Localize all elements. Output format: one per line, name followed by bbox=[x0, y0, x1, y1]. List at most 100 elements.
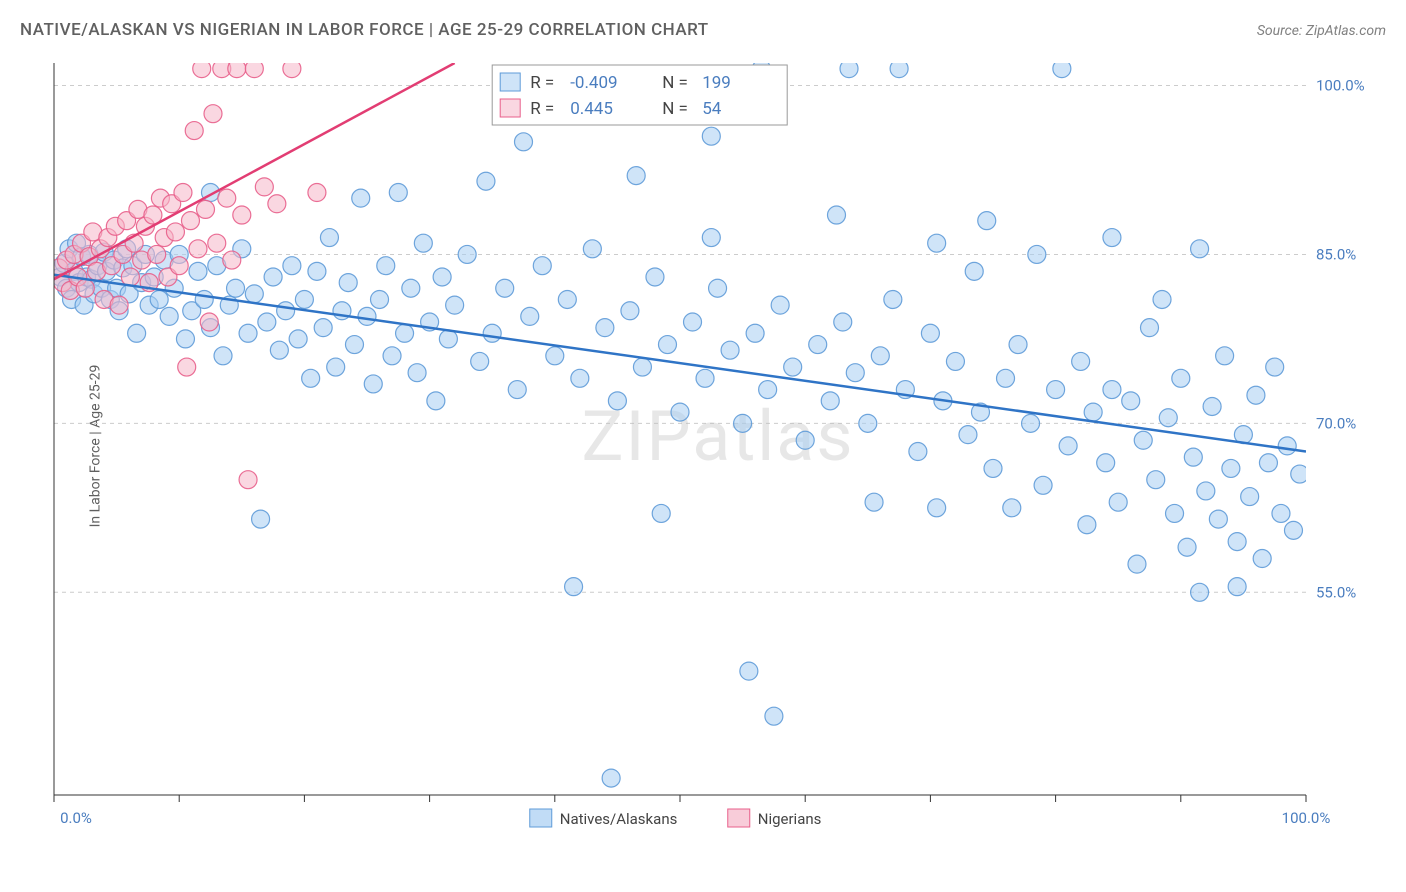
y-tick-label: 55.0% bbox=[1316, 583, 1356, 601]
scatter-point-series-0 bbox=[1047, 381, 1065, 399]
chart-title: NATIVE/ALASKAN VS NIGERIAN IN LABOR FORC… bbox=[20, 20, 709, 40]
scatter-point-series-0 bbox=[759, 381, 777, 399]
scatter-point-series-0 bbox=[314, 319, 332, 337]
scatter-point-series-0 bbox=[658, 336, 676, 354]
scatter-point-series-0 bbox=[446, 296, 464, 314]
scatter-point-series-0 bbox=[928, 234, 946, 252]
scatter-point-series-0 bbox=[389, 184, 407, 202]
scatter-point-series-0 bbox=[1141, 319, 1159, 337]
scatter-point-series-0 bbox=[702, 229, 720, 247]
scatter-point-series-0 bbox=[176, 330, 194, 348]
corr-r-value: -0.409 bbox=[570, 73, 617, 93]
scatter-point-series-1 bbox=[200, 313, 218, 331]
scatter-point-series-0 bbox=[602, 769, 620, 787]
legend-label: Natives/Alaskans bbox=[560, 810, 678, 828]
scatter-point-series-0 bbox=[295, 290, 313, 308]
scatter-point-series-0 bbox=[1253, 550, 1271, 568]
corr-r-label: R = bbox=[530, 99, 554, 119]
scatter-point-series-0 bbox=[1153, 290, 1171, 308]
scatter-point-series-1 bbox=[110, 296, 128, 314]
scatter-point-series-0 bbox=[364, 375, 382, 393]
scatter-point-series-0 bbox=[702, 127, 720, 145]
scatter-point-series-0 bbox=[371, 290, 389, 308]
scatter-point-series-0 bbox=[1159, 409, 1177, 427]
scatter-point-series-0 bbox=[252, 510, 270, 528]
scatter-point-series-0 bbox=[1259, 454, 1277, 472]
y-tick-label: 100.0% bbox=[1316, 77, 1365, 95]
scatter-point-series-0 bbox=[840, 60, 858, 78]
legend-swatch bbox=[728, 809, 750, 827]
scatter-point-series-0 bbox=[1228, 533, 1246, 551]
scatter-point-series-0 bbox=[358, 307, 376, 325]
scatter-point-series-0 bbox=[1191, 240, 1209, 258]
legend-swatch bbox=[530, 809, 552, 827]
scatter-point-series-0 bbox=[1072, 352, 1090, 370]
corr-n-label: N = bbox=[662, 99, 688, 119]
scatter-point-series-0 bbox=[721, 341, 739, 359]
scatter-point-series-0 bbox=[189, 262, 207, 280]
scatter-point-series-0 bbox=[1022, 414, 1040, 432]
scatter-point-series-1 bbox=[193, 60, 211, 78]
scatter-point-series-0 bbox=[740, 662, 758, 680]
scatter-point-series-0 bbox=[652, 504, 670, 522]
scatter-point-series-0 bbox=[865, 493, 883, 511]
scatter-point-series-0 bbox=[765, 707, 783, 725]
scatter-point-series-0 bbox=[821, 392, 839, 410]
scatter-point-series-0 bbox=[1203, 397, 1221, 415]
scatter-point-series-0 bbox=[978, 212, 996, 230]
scatter-point-series-0 bbox=[1197, 482, 1215, 500]
scatter-point-series-0 bbox=[809, 336, 827, 354]
scatter-point-series-0 bbox=[627, 167, 645, 185]
scatter-point-series-1 bbox=[148, 245, 166, 263]
scatter-point-series-0 bbox=[1216, 347, 1234, 365]
scatter-point-series-0 bbox=[596, 319, 614, 337]
scatter-point-series-0 bbox=[984, 459, 1002, 477]
scatter-point-series-0 bbox=[1278, 437, 1296, 455]
scatter-point-series-0 bbox=[1284, 521, 1302, 539]
scatter-point-series-0 bbox=[1059, 437, 1077, 455]
scatter-point-series-0 bbox=[608, 392, 626, 410]
scatter-point-series-0 bbox=[546, 347, 564, 365]
scatter-point-series-0 bbox=[339, 274, 357, 292]
trend-line-series-1 bbox=[54, 63, 455, 279]
scatter-point-series-1 bbox=[189, 240, 207, 258]
scatter-point-series-0 bbox=[1247, 386, 1265, 404]
scatter-point-series-1 bbox=[121, 268, 139, 286]
scatter-point-series-0 bbox=[458, 245, 476, 263]
scatter-point-series-0 bbox=[427, 392, 445, 410]
scatter-plot: 55.0%70.0%85.0%100.0%ZIPatlas0.0%100.0%R… bbox=[50, 55, 1386, 835]
scatter-point-series-1 bbox=[255, 178, 273, 196]
scatter-point-series-1 bbox=[228, 60, 246, 78]
scatter-point-series-0 bbox=[859, 414, 877, 432]
scatter-point-series-0 bbox=[965, 262, 983, 280]
scatter-point-series-0 bbox=[909, 443, 927, 461]
scatter-point-series-0 bbox=[1134, 431, 1152, 449]
scatter-point-series-1 bbox=[204, 105, 222, 123]
scatter-point-series-0 bbox=[345, 336, 363, 354]
scatter-point-series-0 bbox=[946, 352, 964, 370]
scatter-point-series-0 bbox=[515, 133, 533, 151]
scatter-point-series-0 bbox=[1166, 504, 1184, 522]
scatter-point-series-0 bbox=[396, 324, 414, 342]
scatter-point-series-0 bbox=[408, 364, 426, 382]
scatter-point-series-0 bbox=[245, 285, 263, 303]
scatter-point-series-0 bbox=[508, 381, 526, 399]
scatter-point-series-0 bbox=[684, 313, 702, 331]
scatter-point-series-1 bbox=[76, 279, 94, 297]
scatter-point-series-0 bbox=[834, 313, 852, 331]
scatter-point-series-0 bbox=[160, 307, 178, 325]
scatter-point-series-0 bbox=[402, 279, 420, 297]
scatter-point-series-0 bbox=[796, 431, 814, 449]
corr-r-value: 0.445 bbox=[570, 99, 613, 119]
scatter-point-series-0 bbox=[1184, 448, 1202, 466]
scatter-point-series-0 bbox=[302, 369, 320, 387]
scatter-point-series-0 bbox=[1241, 488, 1259, 506]
scatter-point-series-0 bbox=[746, 324, 764, 342]
scatter-point-series-0 bbox=[128, 324, 146, 342]
scatter-point-series-0 bbox=[1209, 510, 1227, 528]
scatter-point-series-0 bbox=[195, 290, 213, 308]
scatter-point-series-0 bbox=[646, 268, 664, 286]
scatter-point-series-0 bbox=[633, 358, 651, 376]
scatter-point-series-0 bbox=[414, 234, 432, 252]
scatter-point-series-1 bbox=[170, 257, 188, 275]
